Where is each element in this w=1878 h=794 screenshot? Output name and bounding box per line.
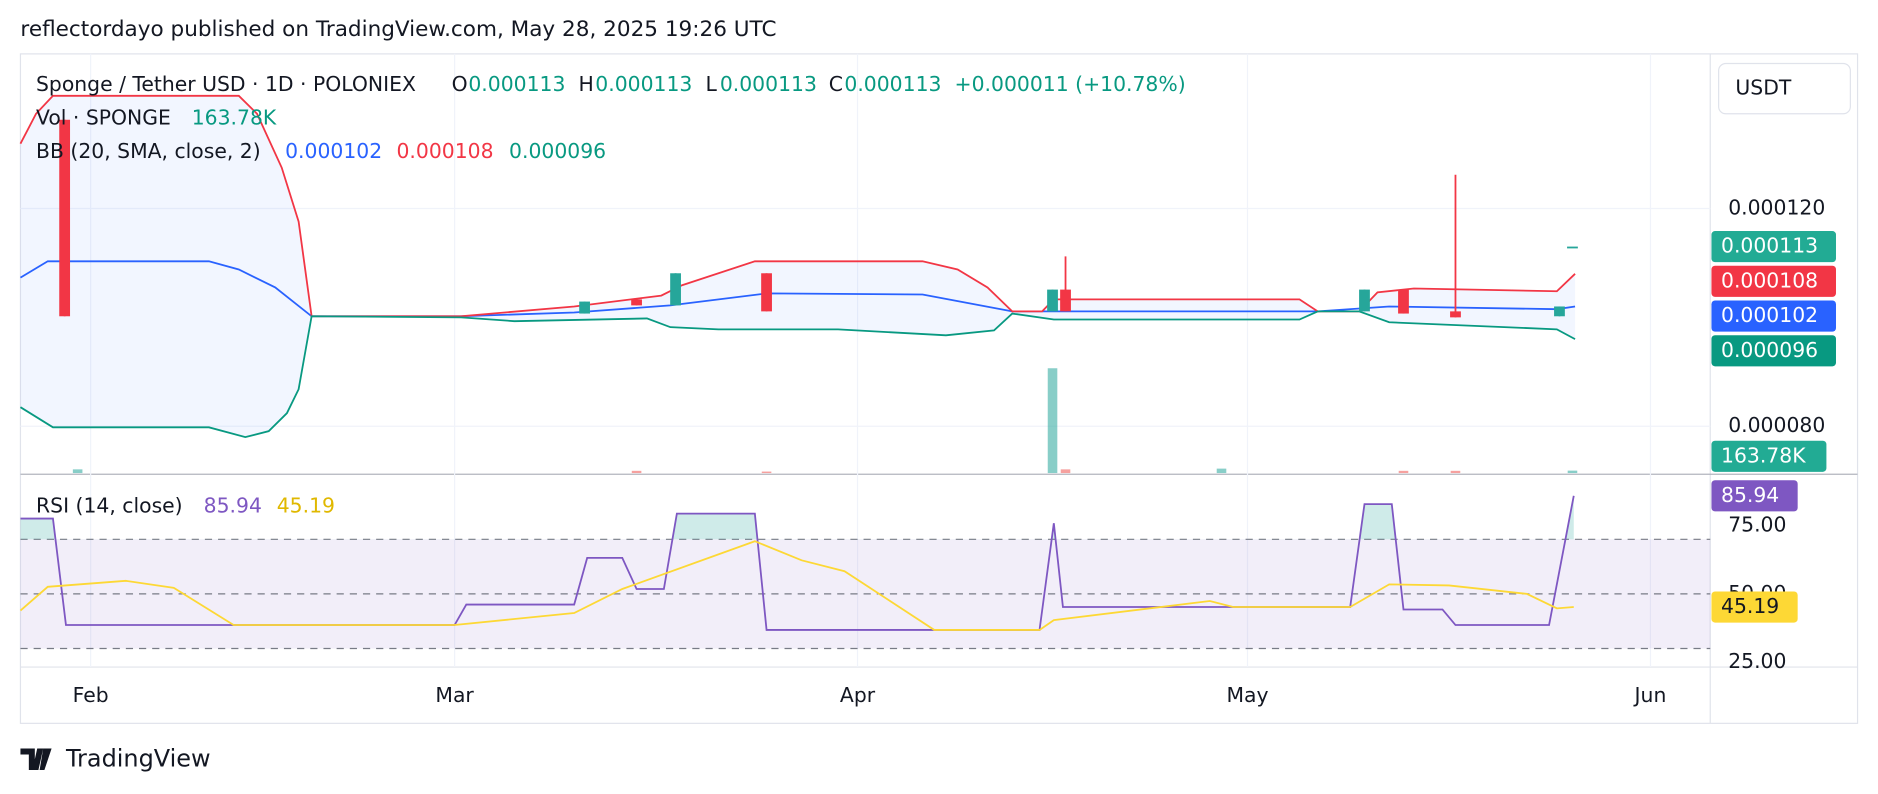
price-tag-label: 0.000096	[1721, 338, 1818, 362]
price-tag-label: 0.000113	[1721, 234, 1818, 258]
ohlc-value: 0.000113	[844, 72, 941, 96]
ohlc-value: 0.000113	[720, 72, 817, 96]
bb-line	[19, 260, 1576, 318]
change: +0.000011 (+10.78%)	[955, 72, 1186, 96]
price-tag	[1711, 335, 1836, 367]
chart-frame	[19, 53, 1859, 724]
volume-bar	[761, 471, 772, 474]
symbol-title: Sponge / Tether USD · 1D · POLONIEX	[36, 72, 416, 96]
rsi-line	[20, 495, 1575, 631]
bb-title: BB (20, SMA, close, 2)	[36, 139, 261, 163]
ohlc-letter: H	[579, 72, 594, 96]
volume-value: 163.78K	[192, 106, 277, 130]
candle-body	[1060, 289, 1071, 312]
x-tick-label: Feb	[73, 683, 109, 707]
ohlc-letter: O	[452, 72, 468, 96]
price-tag	[1711, 265, 1836, 297]
candle-body	[579, 301, 590, 314]
price-tag-label: 163.78K	[1721, 443, 1806, 467]
ohlc-value: 0.000113	[468, 72, 565, 96]
ohlc-value: 0.000113	[595, 72, 692, 96]
y-tick-label: 0.000120	[1728, 195, 1825, 219]
rsi-title: RSI (14, close)	[36, 494, 183, 518]
volume-title: Vol · SPONGE	[36, 106, 171, 130]
volume-bar	[631, 470, 642, 474]
rsi-value: 85.94	[204, 494, 262, 518]
currency[interactable]: USDT	[1735, 76, 1791, 100]
price-tag-label: 45.19	[1721, 594, 1779, 618]
plot-layer: FebMarAprMayJun0.0000800.00012075.0050.0…	[19, 53, 1836, 707]
candle-body	[670, 273, 681, 306]
price-tag	[1711, 231, 1836, 263]
price-tag	[1711, 591, 1798, 623]
volume-bar	[1450, 470, 1461, 474]
legend: Sponge / Tether USD · 1D · POLONIEX O H …	[36, 72, 1186, 518]
candle-body	[1047, 289, 1058, 312]
x-tick-label: May	[1226, 683, 1268, 707]
price-tag	[1711, 440, 1827, 472]
price-tag	[1711, 480, 1798, 512]
candle-body	[1450, 311, 1461, 318]
price-tag-label: 0.000108	[1721, 268, 1818, 292]
rsi-line	[19, 540, 1574, 631]
price-tag	[1711, 300, 1836, 332]
volume-bar	[72, 469, 83, 474]
bb-line	[19, 310, 1576, 439]
candle-body	[1567, 246, 1578, 249]
candle-body	[59, 119, 71, 317]
volume-bar	[1567, 470, 1578, 474]
x-tick-label: Apr	[840, 683, 876, 707]
y-tick-label: 25.00	[1728, 649, 1786, 673]
ohlc-letter: L	[705, 72, 717, 96]
price-tag-label: 85.94	[1721, 483, 1779, 507]
bb-fill	[20, 95, 1576, 438]
bb-value: 0.000108	[396, 139, 493, 163]
x-tick-label: Mar	[435, 683, 474, 707]
currency-button[interactable]	[1718, 62, 1851, 115]
candle-body	[631, 299, 642, 306]
logo-icon	[20, 748, 52, 771]
volume-bar	[1216, 468, 1227, 474]
y-tick-label: 0.000080	[1728, 413, 1825, 437]
ohlc-letter: C	[829, 72, 843, 96]
y-tick-label: 75.00	[1728, 513, 1786, 537]
logo-mark	[20, 748, 52, 771]
bb-value: 0.000096	[509, 139, 606, 163]
rsi-value: 45.19	[277, 494, 335, 518]
candle-body	[1554, 306, 1565, 317]
x-tick-label: Jun	[1633, 683, 1667, 707]
published-line: reflectordayo published on TradingView.c…	[20, 17, 776, 42]
bb-value: 0.000102	[285, 139, 382, 163]
volume-bar	[1047, 368, 1058, 474]
candle-body	[761, 273, 772, 312]
price-tag-label: 0.000102	[1721, 303, 1818, 327]
candle-body	[1398, 289, 1409, 314]
candle-body	[1359, 289, 1370, 312]
volume-bar	[1398, 470, 1409, 474]
logo-text: TradingView	[65, 744, 211, 772]
volume-bar	[1060, 469, 1071, 474]
